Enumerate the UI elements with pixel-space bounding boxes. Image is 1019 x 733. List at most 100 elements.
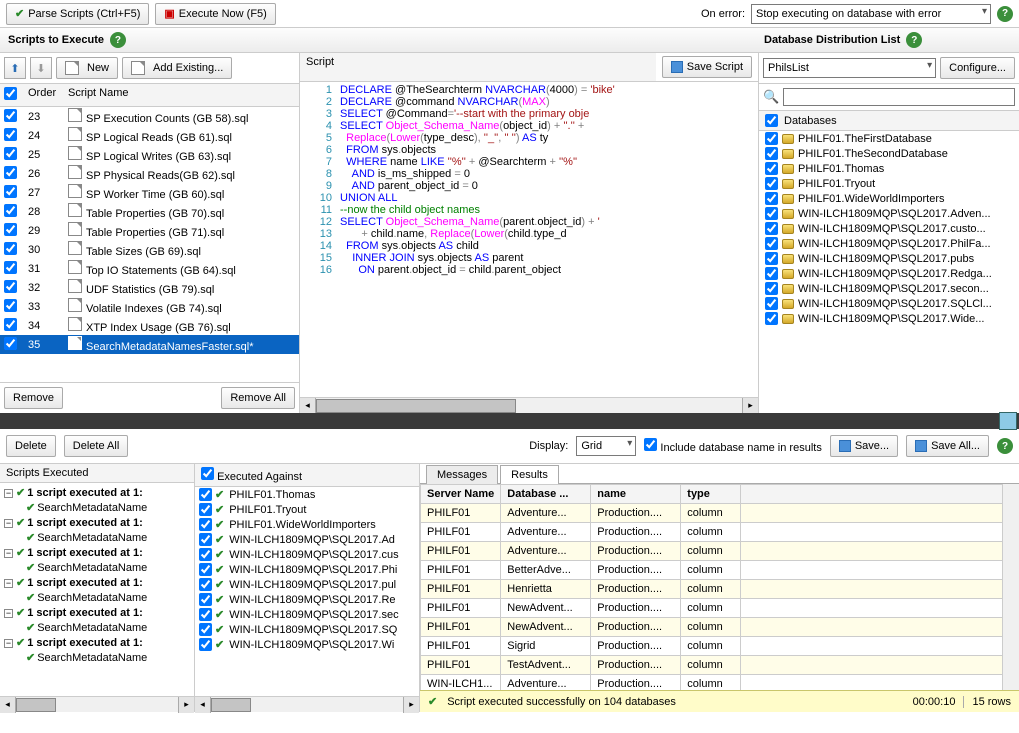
help-icon[interactable]: ? xyxy=(906,32,922,48)
scripts-executed-tree[interactable]: −✔1 script executed at 1:✔SearchMetadata… xyxy=(0,483,194,696)
against-checkbox[interactable] xyxy=(199,593,212,606)
database-row[interactable]: WIN-ILCH1809MQP\SQL2017.custo... xyxy=(759,221,1019,236)
script-checkbox[interactable] xyxy=(4,109,17,122)
move-up-button[interactable]: ⬆ xyxy=(4,57,26,79)
against-checkbox[interactable] xyxy=(199,548,212,561)
result-row[interactable]: PHILF01BetterAdve...Production....column xyxy=(421,561,1003,580)
script-row[interactable]: 25SP Logical Writes (GB 63).sql xyxy=(0,145,299,164)
db-checkbox[interactable] xyxy=(765,132,778,145)
name-col-header[interactable]: Script Name xyxy=(68,87,295,103)
script-row[interactable]: 28Table Properties (GB 70).sql xyxy=(0,202,299,221)
order-col-header[interactable]: Order xyxy=(28,87,68,103)
against-checkbox[interactable] xyxy=(199,623,212,636)
db-checkbox[interactable] xyxy=(765,312,778,325)
executed-against-list[interactable]: ✔PHILF01.Thomas✔PHILF01.Tryout✔PHILF01.W… xyxy=(195,487,419,696)
database-row[interactable]: PHILF01.Tryout xyxy=(759,176,1019,191)
distribution-list-select[interactable]: PhilsList xyxy=(763,58,936,78)
db-checkbox[interactable] xyxy=(765,252,778,265)
against-row[interactable]: ✔WIN-ILCH1809MQP\SQL2017.Ad xyxy=(195,532,419,547)
against-row[interactable]: ✔PHILF01.Tryout xyxy=(195,502,419,517)
against-checkbox[interactable] xyxy=(199,563,212,576)
db-checkbox[interactable] xyxy=(765,162,778,175)
results-grid[interactable]: Server NameDatabase ...nametypePHILF01Ad… xyxy=(420,484,1003,690)
against-row[interactable]: ✔WIN-ILCH1809MQP\SQL2017.Phi xyxy=(195,562,419,577)
script-checkbox[interactable] xyxy=(4,280,17,293)
script-row[interactable]: 33Volatile Indexes (GB 74).sql xyxy=(0,297,299,316)
db-checkbox[interactable] xyxy=(765,267,778,280)
remove-all-button[interactable]: Remove All xyxy=(221,387,295,409)
script-checkbox[interactable] xyxy=(4,337,17,350)
on-error-select[interactable]: Stop executing on database with error xyxy=(751,4,991,24)
include-db-checkbox[interactable] xyxy=(644,438,657,451)
add-existing-button[interactable]: Add Existing... xyxy=(122,57,232,79)
select-all-db-checkbox[interactable] xyxy=(765,114,778,127)
result-row[interactable]: PHILF01NewAdvent...Production....column xyxy=(421,618,1003,637)
against-checkbox[interactable] xyxy=(199,533,212,546)
against-row[interactable]: ✔PHILF01.Thomas xyxy=(195,487,419,502)
result-row[interactable]: PHILF01Adventure...Production....column xyxy=(421,523,1003,542)
parse-scripts-button[interactable]: ✔Parse Scripts (Ctrl+F5) xyxy=(6,3,149,25)
against-checkbox[interactable] xyxy=(199,503,212,516)
against-checkbox[interactable] xyxy=(199,578,212,591)
database-row[interactable]: WIN-ILCH1809MQP\SQL2017.PhilFa... xyxy=(759,236,1019,251)
database-row[interactable]: WIN-ILCH1809MQP\SQL2017.secon... xyxy=(759,281,1019,296)
against-checkbox[interactable] xyxy=(199,638,212,651)
script-row[interactable]: 29Table Properties (GB 71).sql xyxy=(0,221,299,240)
delete-all-button[interactable]: Delete All xyxy=(64,435,128,457)
database-row[interactable]: WIN-ILCH1809MQP\SQL2017.Wide... xyxy=(759,311,1019,326)
results-vscroll[interactable] xyxy=(1003,484,1019,690)
against-checkbox[interactable] xyxy=(199,518,212,531)
script-checkbox[interactable] xyxy=(4,223,17,236)
result-row[interactable]: PHILF01TestAdvent...Production....column xyxy=(421,656,1003,675)
exec-left-hscroll[interactable]: ◂▸ xyxy=(0,696,194,712)
scripts-list[interactable]: 23SP Execution Counts (GB 58).sql24SP Lo… xyxy=(0,107,299,382)
script-checkbox[interactable] xyxy=(4,204,17,217)
save-script-button[interactable]: Save Script xyxy=(662,56,752,78)
help-icon[interactable]: ? xyxy=(110,32,126,48)
help-icon[interactable]: ? xyxy=(997,438,1013,454)
exec-mid-hscroll[interactable]: ◂▸ xyxy=(195,696,419,712)
script-row[interactable]: 34XTP Index Usage (GB 76).sql xyxy=(0,316,299,335)
script-row[interactable]: 32UDF Statistics (GB 79).sql xyxy=(0,278,299,297)
script-checkbox[interactable] xyxy=(4,128,17,141)
database-row[interactable]: WIN-ILCH1809MQP\SQL2017.pubs xyxy=(759,251,1019,266)
database-list[interactable]: PHILF01.TheFirstDatabasePHILF01.TheSecon… xyxy=(759,131,1019,413)
script-checkbox[interactable] xyxy=(4,166,17,179)
script-row[interactable]: 35SearchMetadataNamesFaster.sql* xyxy=(0,335,299,354)
save-all-button[interactable]: Save All... xyxy=(906,435,989,457)
display-select[interactable]: Grid xyxy=(576,436,636,456)
editor-hscroll[interactable]: ◂▸ xyxy=(300,397,758,413)
db-checkbox[interactable] xyxy=(765,222,778,235)
help-icon[interactable]: ? xyxy=(997,6,1013,22)
delete-button[interactable]: Delete xyxy=(6,435,56,457)
script-checkbox[interactable] xyxy=(4,299,17,312)
remove-button[interactable]: Remove xyxy=(4,387,63,409)
script-checkbox[interactable] xyxy=(4,318,17,331)
against-row[interactable]: ✔WIN-ILCH1809MQP\SQL2017.SQ xyxy=(195,622,419,637)
database-row[interactable]: WIN-ILCH1809MQP\SQL2017.SQLCl... xyxy=(759,296,1019,311)
result-row[interactable]: PHILF01Adventure...Production....column xyxy=(421,542,1003,561)
include-db-checkbox-label[interactable]: Include database name in results xyxy=(644,438,822,454)
script-row[interactable]: 24SP Logical Reads (GB 61).sql xyxy=(0,126,299,145)
script-row[interactable]: 23SP Execution Counts (GB 58).sql xyxy=(0,107,299,126)
result-row[interactable]: PHILF01SigridProduction....column xyxy=(421,637,1003,656)
splitter-bar[interactable] xyxy=(0,413,1019,429)
db-checkbox[interactable] xyxy=(765,207,778,220)
configure-button[interactable]: Configure... xyxy=(940,57,1015,79)
tab-messages[interactable]: Messages xyxy=(426,465,498,484)
script-checkbox[interactable] xyxy=(4,261,17,274)
copy-icon[interactable] xyxy=(999,412,1017,430)
database-row[interactable]: PHILF01.TheSecondDatabase xyxy=(759,146,1019,161)
script-row[interactable]: 26SP Physical Reads(GB 62).sql xyxy=(0,164,299,183)
execute-now-button[interactable]: ▣Execute Now (F5) xyxy=(155,3,275,25)
against-checkbox[interactable] xyxy=(199,608,212,621)
script-checkbox[interactable] xyxy=(4,147,17,160)
sql-editor[interactable]: 1DECLARE @TheSearchterm NVARCHAR(4000) =… xyxy=(300,82,758,397)
against-row[interactable]: ✔WIN-ILCH1809MQP\SQL2017.Wi xyxy=(195,637,419,652)
db-checkbox[interactable] xyxy=(765,282,778,295)
db-checkbox[interactable] xyxy=(765,237,778,250)
against-checkbox[interactable] xyxy=(199,488,212,501)
db-checkbox[interactable] xyxy=(765,192,778,205)
database-search-input[interactable] xyxy=(783,88,1015,106)
database-row[interactable]: PHILF01.WideWorldImporters xyxy=(759,191,1019,206)
